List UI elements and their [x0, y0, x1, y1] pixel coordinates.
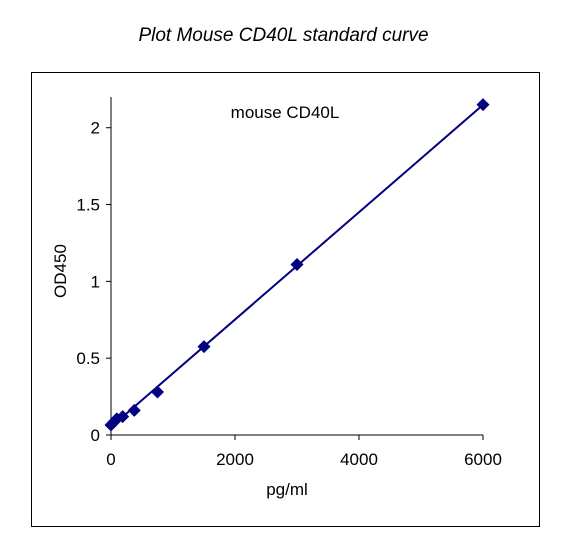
x-axis-label: pg/ml	[266, 480, 308, 499]
chart-title: mouse CD40L	[231, 103, 340, 122]
y-tick-label: 1	[91, 272, 100, 291]
y-tick-label: 0	[91, 426, 100, 445]
data-point	[151, 385, 164, 398]
chart-labels: 0 0.5 1 1.5 2 0 2000 4000 6000 pg/ml OD450 mouse CD…	[51, 103, 502, 499]
x-tick-label: 6000	[464, 450, 502, 469]
y-tick-label: 2	[91, 119, 100, 138]
data-point	[128, 404, 141, 417]
x-tick-label: 0	[106, 450, 115, 469]
y-axis-label: OD450	[51, 244, 70, 298]
y-tick-label: 0.5	[76, 349, 100, 368]
x-tick-label: 4000	[340, 450, 378, 469]
y-tick-label: 1.5	[76, 196, 100, 215]
data-series	[105, 98, 490, 431]
x-tick-label: 2000	[216, 450, 254, 469]
